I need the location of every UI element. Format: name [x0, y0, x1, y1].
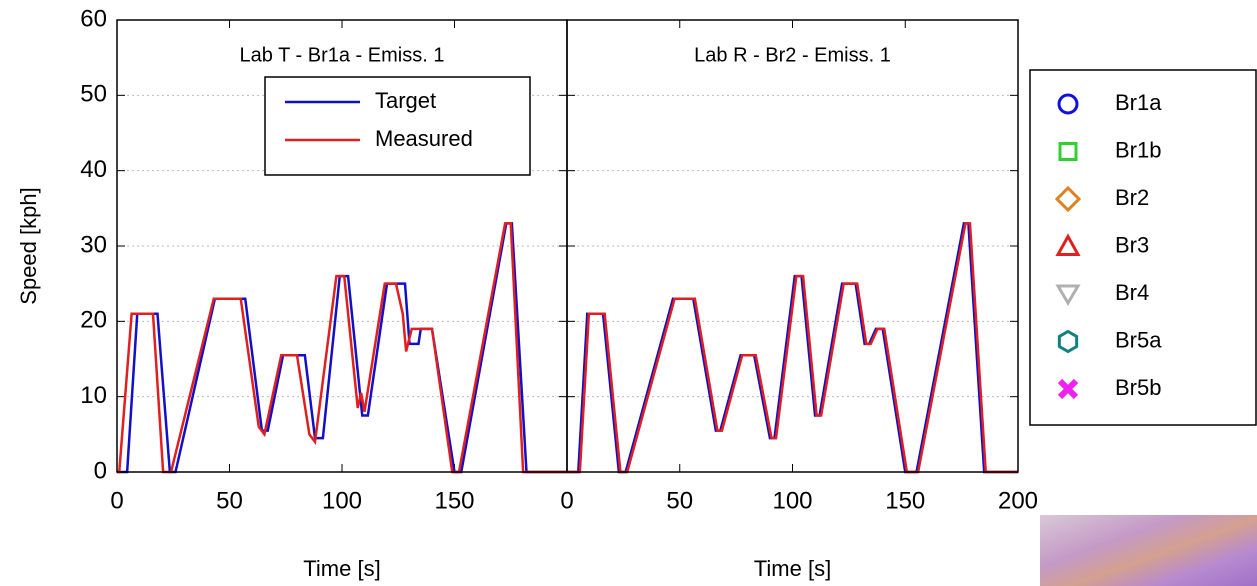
photo-fragment [1040, 515, 1257, 586]
legend-marker [1054, 185, 1082, 213]
legend-marker [1057, 329, 1079, 354]
legend-label: Br2 [1115, 185, 1149, 210]
series-line [567, 222, 1018, 474]
legend-marker [1058, 142, 1078, 161]
x-tick-label: 150 [434, 487, 474, 514]
legend-marker [1057, 93, 1079, 115]
series-line [117, 222, 567, 474]
x-tick-label: 50 [666, 487, 693, 514]
plot-frame [566, 19, 1019, 473]
legend-marker [1057, 378, 1079, 400]
x-tick-label: 200 [998, 487, 1038, 514]
y-axis-label: Speed [kph] [16, 187, 41, 304]
y-tick-label: 20 [80, 307, 107, 334]
x-tick-label: 150 [885, 487, 925, 514]
x-tick-label: 100 [322, 487, 362, 514]
y-tick-label: 60 [80, 5, 107, 32]
legend-marker [1055, 233, 1081, 256]
legend-label: Br5b [1115, 375, 1161, 400]
annotation: Lab T - Br1a - Emiss. 1 [240, 44, 445, 66]
annotation: Lab R - Br2 - Emiss. 1 [694, 44, 891, 66]
series-line [117, 222, 567, 474]
x-tick-label: 0 [110, 487, 123, 514]
x-axis-label: Time [s] [754, 556, 831, 581]
legend-marker [1055, 284, 1081, 306]
x-axis-label: Time [s] [303, 556, 380, 581]
legend-label: Br3 [1115, 232, 1149, 257]
legend-label: Br4 [1115, 280, 1149, 305]
y-tick-label: 30 [80, 231, 107, 258]
legend-label: Target [375, 88, 436, 113]
x-tick-label: 100 [772, 487, 812, 514]
x-tick-label: 50 [216, 487, 243, 514]
y-tick-label: 10 [80, 382, 107, 409]
y-tick-label: 40 [80, 156, 107, 183]
figure-legend-box [1029, 69, 1257, 426]
legend-label: Measured [375, 126, 473, 151]
legend-label: Br1a [1115, 90, 1162, 115]
y-tick-label: 50 [80, 81, 107, 108]
y-tick-label: 0 [94, 457, 107, 484]
x-tick-label: 0 [560, 487, 573, 514]
legend-label: Br1b [1115, 137, 1161, 162]
legend-box [264, 76, 531, 176]
legend-label: Br5a [1115, 327, 1162, 352]
